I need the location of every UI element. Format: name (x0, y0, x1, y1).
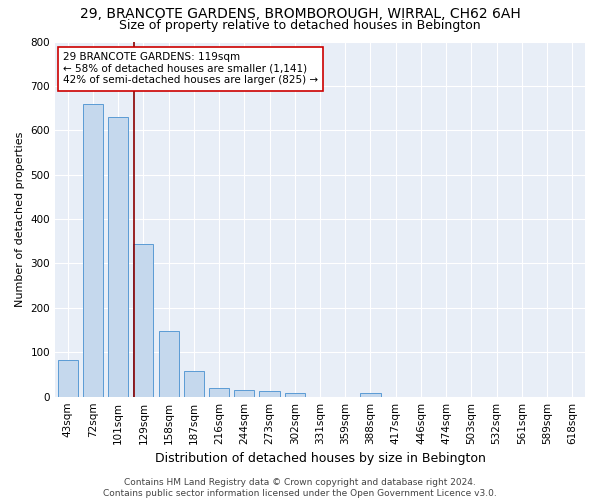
Bar (234, 390, 254, 396)
Bar (259, 392, 280, 396)
Bar (361, 393, 380, 396)
Text: 29, BRANCOTE GARDENS, BROMBOROUGH, WIRRAL, CH62 6AH: 29, BRANCOTE GARDENS, BROMBOROUGH, WIRRA… (80, 8, 520, 22)
Bar (58, 360, 78, 396)
Bar (184, 372, 204, 396)
Bar (284, 393, 305, 396)
Text: Contains HM Land Registry data © Crown copyright and database right 2024.
Contai: Contains HM Land Registry data © Crown c… (103, 478, 497, 498)
Bar (133, 244, 154, 396)
Bar (108, 117, 128, 396)
Text: Size of property relative to detached houses in Bebington: Size of property relative to detached ho… (119, 19, 481, 32)
Bar (158, 332, 179, 396)
Text: 29 BRANCOTE GARDENS: 119sqm
← 58% of detached houses are smaller (1,141)
42% of : 29 BRANCOTE GARDENS: 119sqm ← 58% of det… (63, 52, 318, 86)
Bar (83, 104, 103, 397)
X-axis label: Distribution of detached houses by size in Bebington: Distribution of detached houses by size … (155, 452, 485, 465)
Y-axis label: Number of detached properties: Number of detached properties (15, 132, 25, 307)
Bar (209, 388, 229, 396)
